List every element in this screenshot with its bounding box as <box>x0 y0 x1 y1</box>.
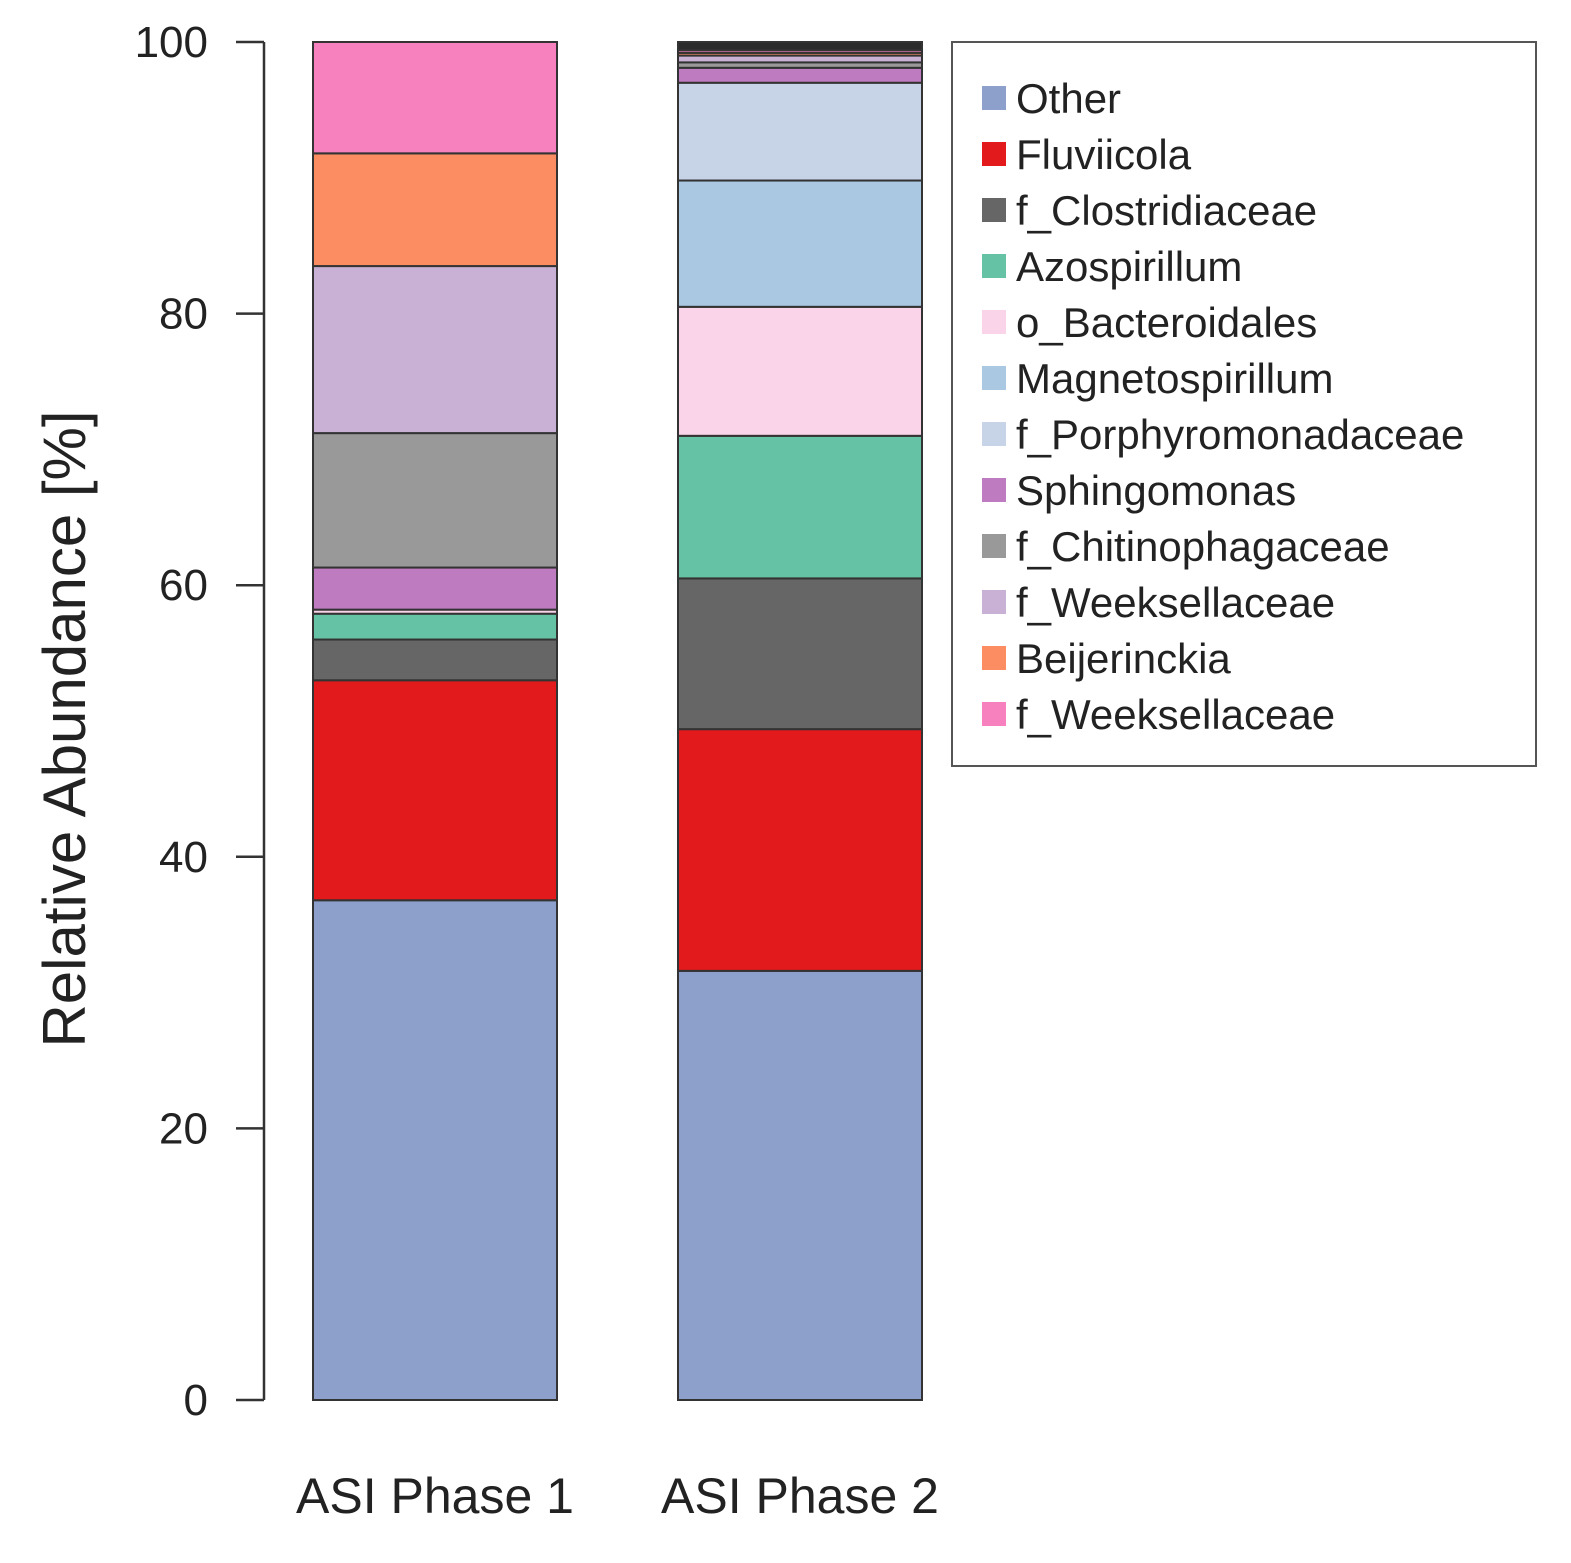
bar-segment <box>312 265 558 435</box>
legend-swatch <box>982 366 1006 390</box>
legend-swatch <box>982 534 1006 558</box>
legend-label: o_Bacteroidales <box>1016 299 1317 346</box>
y-tick-label: 40 <box>159 833 208 882</box>
legend-swatch <box>982 702 1006 726</box>
bar-segment <box>312 638 558 682</box>
legend-label: Fluviicola <box>1016 131 1192 178</box>
category-label: ASI Phase 2 <box>661 1468 939 1524</box>
legend-swatch <box>982 646 1006 670</box>
bar-segment <box>677 41 923 52</box>
bar-segment <box>677 728 923 972</box>
legend-label: Magnetospirillum <box>1016 355 1333 402</box>
legend-swatch <box>982 254 1006 278</box>
y-tick-label: 80 <box>159 290 208 339</box>
legend-swatch <box>982 310 1006 334</box>
legend-label: Azospirillum <box>1016 243 1242 290</box>
category-label: ASI Phase 1 <box>296 1468 574 1524</box>
legend-swatch <box>982 142 1006 166</box>
bars-group <box>312 41 923 1401</box>
bar-segment <box>677 179 923 308</box>
bar-segment <box>312 432 558 569</box>
y-tick-label: 20 <box>159 1104 208 1153</box>
legend-label: Sphingomonas <box>1016 467 1296 514</box>
legend-label: f_Clostridiaceae <box>1016 187 1317 234</box>
legend-label: Beijerinckia <box>1016 635 1231 682</box>
bar-segment <box>677 434 923 580</box>
legend-label: Other <box>1016 75 1121 122</box>
bar-segment <box>677 81 923 182</box>
bar-segment <box>677 969 923 1401</box>
bar-segment <box>677 305 923 437</box>
legend-label: f_Weeksellaceae <box>1016 691 1335 738</box>
legend-frame <box>951 41 1537 767</box>
legend-swatch <box>982 86 1006 110</box>
bar-segment <box>312 612 558 641</box>
legend-label: f_Chitinophagaceae <box>1016 523 1390 570</box>
legend-swatch <box>982 478 1006 502</box>
y-axis-title: Relative Abundance [%] <box>31 410 98 1047</box>
y-tick-label: 60 <box>159 561 208 610</box>
legend-swatch <box>982 198 1006 222</box>
bar-segment <box>312 41 558 155</box>
legend-label: f_Weeksellaceae <box>1016 579 1335 626</box>
legend-swatch <box>982 422 1006 446</box>
legend-label: f_Porphyromonadaceae <box>1016 411 1464 458</box>
bar-segment <box>312 899 558 1401</box>
bar-segment <box>312 679 558 902</box>
legend: Other Fluviicola f_Clostridiaceae Azospiril… <box>951 41 1537 767</box>
category-labels: ASI Phase 1 ASI Phase 2 <box>296 1468 939 1524</box>
bar-segment <box>677 66 923 84</box>
bar-segment <box>677 54 923 64</box>
y-tick-label: 100 <box>135 18 208 67</box>
y-tick-label: 0 <box>184 1376 208 1425</box>
bar-segment <box>312 152 558 268</box>
legend-swatch <box>982 590 1006 614</box>
bar-segment <box>677 577 923 731</box>
y-axis: 0 20 40 60 80 100 <box>135 18 266 1425</box>
bar-segment <box>312 566 558 611</box>
